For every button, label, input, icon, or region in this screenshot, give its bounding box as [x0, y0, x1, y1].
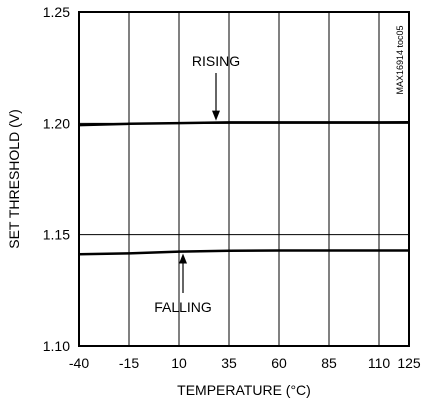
x-tick-label: 110 — [368, 355, 391, 371]
x-tick-label: 60 — [271, 355, 287, 371]
plot-frame — [78, 11, 410, 347]
x-tick-label: -15 — [119, 355, 139, 371]
y-tick-label: 1.20 — [43, 115, 70, 131]
annotation-rising: RISING — [192, 53, 240, 69]
figure-code-label: MAX16914 toc05 — [395, 25, 405, 94]
y-axis-label: SET THRESHOLD (V) — [6, 109, 22, 249]
y-tick-label: 1.25 — [43, 4, 70, 20]
data-series — [78, 120, 410, 256]
arrow-falling-head — [179, 253, 187, 264]
series-line-rising — [78, 120, 410, 127]
x-tick-label: 125 — [397, 355, 421, 371]
x-tick-label: 35 — [221, 355, 237, 371]
x-tick-label: -40 — [69, 355, 89, 371]
x-axis-label: TEMPERATURE (°C) — [177, 382, 311, 398]
annotations: RISING FALLING — [154, 53, 240, 315]
grid-lines — [79, 12, 409, 346]
annotation-falling: FALLING — [154, 299, 212, 315]
x-tick-label: 85 — [321, 355, 337, 371]
y-tick-label: 1.10 — [43, 338, 70, 354]
series-line-falling — [78, 249, 409, 256]
y-tick-label: 1.15 — [43, 227, 70, 243]
x-tick-labels: -40 -15 10 35 60 85 110 125 — [69, 355, 421, 371]
x-tick-label: 10 — [171, 355, 187, 371]
y-tick-labels: 1.10 1.15 1.20 1.25 — [43, 4, 70, 354]
arrow-rising-head — [212, 110, 220, 121]
